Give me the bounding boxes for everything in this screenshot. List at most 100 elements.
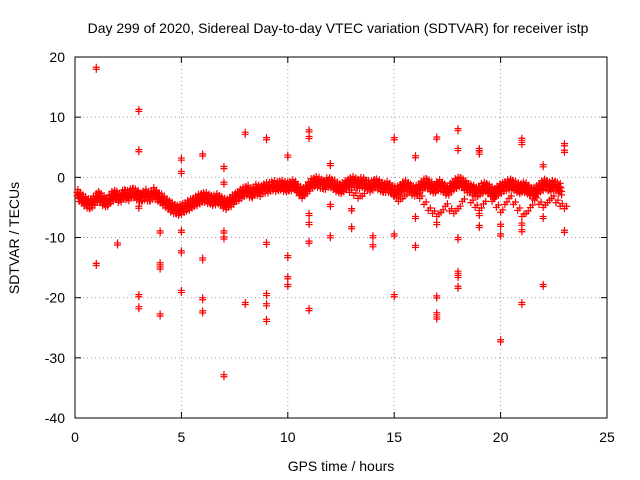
data-point [539, 215, 547, 223]
data-point [326, 203, 334, 211]
data-point-arc [426, 204, 434, 212]
data-point-arc [511, 198, 519, 206]
y-tick-label: -20 [45, 290, 65, 306]
data-point [199, 256, 207, 264]
data-point-arc [558, 200, 566, 208]
data-point-arc [554, 196, 562, 204]
data-point [390, 136, 398, 144]
data-point-band [117, 198, 125, 206]
x-tick-label: 15 [386, 429, 402, 445]
data-point [497, 338, 505, 346]
data-point-arc [477, 204, 485, 212]
data-point [433, 221, 441, 229]
data-point [220, 165, 228, 173]
data-point [539, 283, 547, 291]
data-point [305, 135, 313, 143]
data-point [454, 236, 462, 244]
data-point [305, 239, 313, 247]
x-tick-label: 25 [599, 429, 615, 445]
data-point [241, 301, 249, 309]
data-point-arc [348, 186, 356, 194]
data-point-arc [431, 207, 439, 215]
data-point [199, 152, 207, 160]
y-tick-label: -10 [45, 230, 65, 246]
data-point-arc [422, 198, 430, 206]
data-point [284, 254, 292, 262]
data-point-arc [503, 198, 511, 206]
data-point-arc [563, 202, 571, 210]
y-axis-label: SDTVAR / TECUs [6, 182, 22, 294]
data-point [348, 225, 356, 233]
data-point [497, 232, 505, 240]
data-point-band [445, 191, 453, 199]
data-point [497, 222, 505, 230]
data-point [199, 309, 207, 317]
data-point [305, 221, 313, 229]
data-point-arc [469, 196, 477, 204]
data-point [135, 305, 143, 313]
y-tick-label: 0 [57, 169, 65, 185]
data-point [411, 243, 419, 251]
data-point-band [558, 191, 566, 199]
data-point [263, 317, 271, 325]
x-tick-label: 10 [280, 429, 296, 445]
data-point-band [556, 183, 564, 191]
data-point [220, 373, 228, 381]
data-point-arc [537, 198, 545, 206]
data-point [220, 180, 228, 188]
data-point [369, 234, 377, 242]
data-point [518, 141, 526, 149]
data-point [156, 312, 164, 320]
data-point-arc [490, 195, 498, 203]
data-point [326, 162, 334, 170]
data-point-arc [473, 201, 481, 209]
data-point [560, 228, 568, 236]
y-tick-labels: -40 -30 -20 -10 0 10 20 [45, 49, 65, 426]
data-point-arc [516, 204, 524, 212]
x-axis-label: GPS time / hours [288, 458, 395, 474]
data-point-arc [405, 188, 413, 196]
data-point [177, 228, 185, 236]
data-point [454, 147, 462, 155]
data-point-arc [392, 190, 400, 198]
y-tick-label: 20 [49, 49, 65, 65]
data-point [177, 289, 185, 297]
x-tick-label: 5 [178, 429, 186, 445]
data-point [284, 153, 292, 161]
data-point-arc [529, 201, 537, 209]
data-point [284, 283, 292, 291]
data-point [433, 135, 441, 143]
data-point [263, 292, 271, 300]
data-point [348, 207, 356, 215]
data-point [518, 301, 526, 309]
data-point [454, 274, 462, 282]
data-point [156, 265, 164, 273]
data-point-arc [448, 205, 456, 213]
data-point [263, 302, 271, 310]
data-point [454, 284, 462, 292]
data-point-arc [460, 195, 468, 203]
data-point-arc [507, 192, 515, 200]
data-point-arc [443, 200, 451, 208]
data-point [560, 148, 568, 156]
data-point-band [91, 201, 99, 209]
data-point [518, 228, 526, 236]
data-point [177, 249, 185, 257]
data-point [390, 293, 398, 301]
data-point [220, 235, 228, 243]
data-point [135, 148, 143, 156]
data-point [135, 293, 143, 301]
data-point [263, 240, 271, 248]
data-point-arc [524, 207, 532, 215]
x-tick-label: 0 [71, 429, 79, 445]
data-point [475, 212, 483, 220]
data-point [539, 163, 547, 171]
axis-ticks [74, 56, 608, 419]
data-point [433, 294, 441, 302]
data-point-arc [482, 197, 490, 205]
data-point [114, 241, 122, 249]
data-point [390, 232, 398, 240]
data-point [475, 224, 483, 232]
chart-title: Day 299 of 2020, Sidereal Day-to-day VTE… [88, 20, 589, 36]
data-point-arc [494, 201, 502, 209]
